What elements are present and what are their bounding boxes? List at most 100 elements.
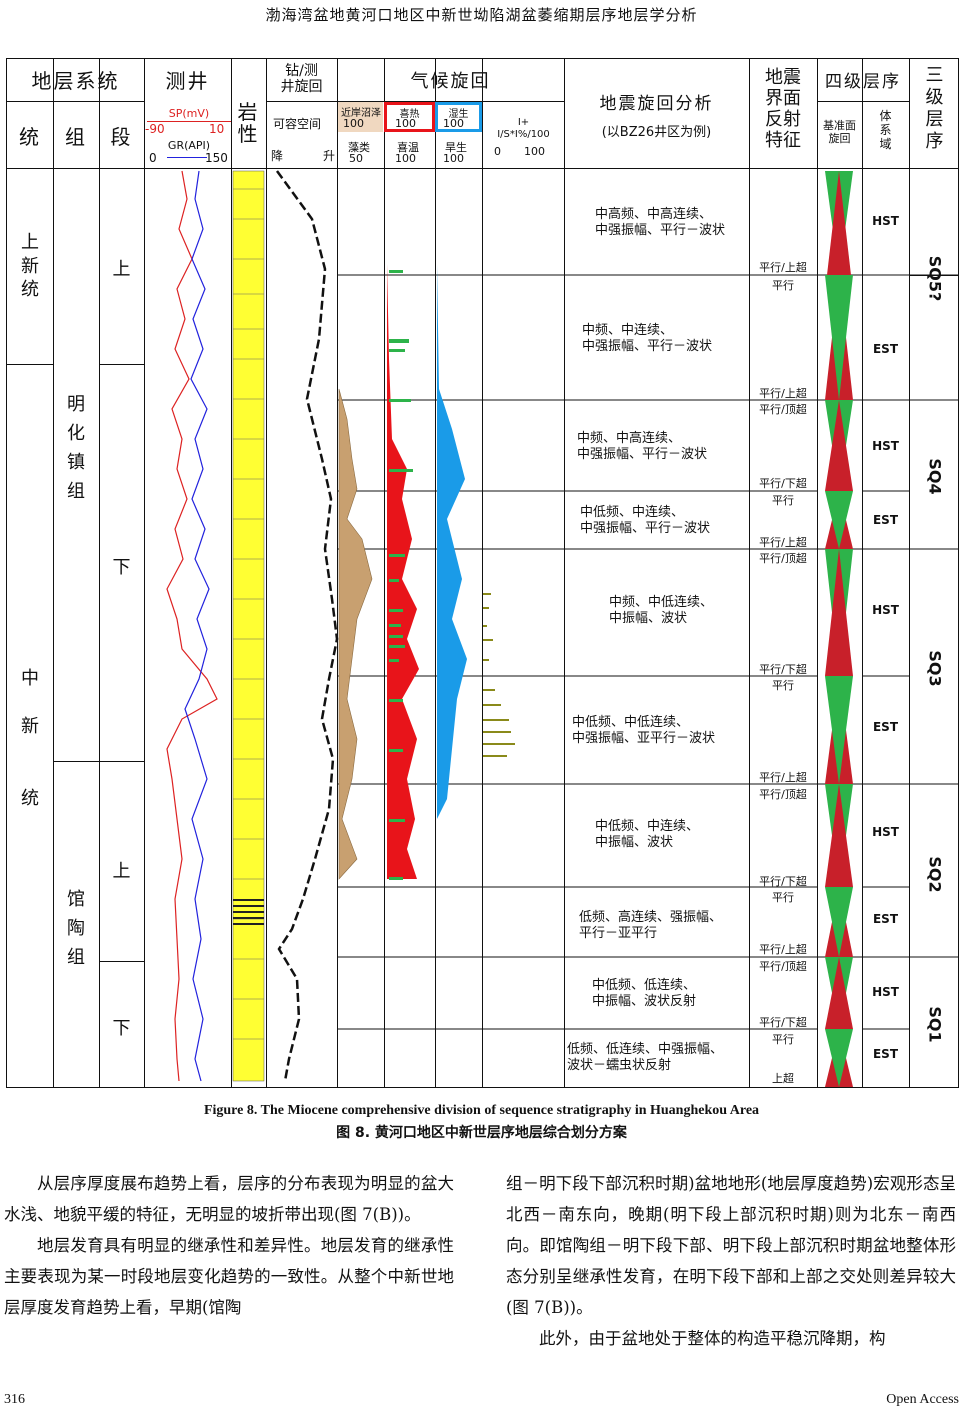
contact-bottom-6: 平行/上超 (759, 771, 807, 784)
contact-top-3: 平行/顶超 (759, 403, 807, 416)
lithology-header: 岩性 (237, 100, 260, 146)
tong-middle: 中 新 统 (21, 668, 39, 809)
seismic-row-4: 中低频、中连续、 中强振幅、平行－波状 (580, 505, 711, 536)
duan-ming-upper: 上 (112, 259, 131, 280)
seismic-example: (以BZ26井区为例) (601, 125, 712, 140)
body-left-column: 从层序厚度展布趋势上看，层序的分布表现为明显的盆大水浅、地貌平缓的特征，无明显的… (4, 1168, 454, 1323)
stratigraphy-figure: 地层系统 统 组 段 测井 SP(mV) -90 10 GR(API) 0 15… (6, 58, 959, 1088)
contact-bottom-10: 上超 (772, 1072, 794, 1085)
contact-top-9: 平行/顶超 (759, 960, 807, 973)
coastal-swamp-val: 100 (343, 117, 364, 130)
climate-cycle-header: 气候旋回 (410, 71, 491, 92)
tong-upper: 上 新 统 (21, 232, 39, 301)
contact-top-5: 平行/顶超 (759, 552, 807, 565)
contact-bottom-2: 平行/上超 (759, 387, 807, 400)
algae-label: 藻类 (348, 141, 370, 154)
seismic-row-10: 低频、低连续、中强振幅、 波状－蠕虫状反射 (567, 1042, 724, 1073)
contact-bottom-8: 平行/上超 (759, 943, 807, 956)
body-paragraph: 组－明下段下部沉积时期)盆地地形(地层厚度趋势)宏观形态呈北西－南东向，晚期(明… (506, 1174, 956, 1317)
accommodation-label: 可容空间 (273, 117, 322, 131)
sp-max: 10 (209, 122, 225, 136)
zu-guantao: 馆 陶 组 (67, 888, 85, 968)
hot-label: 喜热 (399, 109, 420, 120)
duan-guan-upper: 上 (112, 861, 131, 882)
sp-label: SP(mV) (168, 107, 210, 120)
body-paragraph: 地层发育具有明显的继承性和差异性。地层发育的继承性主要表现为某一时段地层变化趋势… (4, 1236, 454, 1317)
contact-bottom-5: 平行/下超 (759, 663, 807, 676)
gr-label: GR(API) (167, 139, 211, 152)
tract-2: EST (872, 342, 899, 356)
dry-val: 100 (443, 152, 464, 165)
hot-val: 100 (395, 117, 416, 130)
tract-9: HST (872, 985, 899, 999)
seismic-row-5: 中频、中低连续、 中振幅、波状 (609, 595, 714, 626)
figure-caption-en: Figure 8. The Miocene comprehensive divi… (203, 1103, 760, 1118)
wet-box (435, 102, 482, 132)
contact-bottom-7: 平行/下超 (759, 875, 807, 888)
seismic-row-8: 低频、高连续、强振幅、 平行－亚平行 (579, 910, 723, 941)
duan-header: 段 (110, 125, 133, 149)
gr-max: 150 (205, 151, 228, 165)
dry-label: 旱生 (445, 141, 467, 154)
sq1-label: SQ1 (925, 1006, 945, 1043)
body-right-column: 组－明下段下部沉积时期)盆地地形(地层厚度趋势)宏观形态呈北西－南东向，晚期(明… (506, 1168, 956, 1354)
sq2-label: SQ2 (925, 856, 945, 893)
contact-bottom-3: 平行/下超 (759, 477, 807, 490)
algae-val: 50 (349, 152, 363, 165)
zu-minghuazhen: 明 化 镇 组 (67, 394, 85, 503)
contact-top-10: 平行 (772, 1033, 794, 1046)
strat-system-header: 地层系统 (31, 69, 120, 93)
tong-header: 统 (19, 125, 41, 149)
contact-top-8: 平行 (772, 891, 794, 904)
seismic-row-2: 中频、中连续、 中强振幅、平行－波状 (582, 323, 713, 354)
body-paragraph: 从层序厚度展布趋势上看，层序的分布表现为明显的盆大水浅、地貌平缓的特征，无明显的… (4, 1174, 454, 1224)
publisher-label: Open Access (886, 1392, 959, 1407)
fall-label: 降 (271, 149, 284, 163)
fourth-order-header: 四级层序 (825, 72, 901, 92)
tract-7: HST (872, 825, 899, 839)
sq5-label: SQ5? (925, 255, 945, 302)
sq3-label: SQ3 (925, 650, 945, 687)
is-min: 0 (494, 145, 501, 158)
seismic-row-1: 中高频、中高连续、 中强振幅、平行－波状 (595, 207, 726, 238)
zu-header: 组 (65, 125, 87, 149)
seismic-interface-header: 地震 界面 反射 特征 (765, 67, 801, 151)
seismic-row-9: 中低频、低连续、 中振幅、波状反射 (592, 978, 697, 1009)
duan-guan-lower: 下 (112, 1018, 131, 1039)
tract-5: HST (872, 603, 899, 617)
tract-10: EST (872, 1047, 899, 1061)
tract-8: EST (872, 912, 899, 926)
tract-1: HST (872, 214, 899, 228)
tract-4: EST (872, 513, 899, 527)
coastal-swamp-label: 近岸沼泽 (341, 108, 381, 119)
gr-legend-line (167, 157, 207, 158)
seismic-cycle-header: 地震旋回分析 (599, 94, 714, 114)
tract-6: EST (872, 720, 899, 734)
warm-val: 100 (395, 152, 416, 165)
systems-tract-header: 体 系 域 (879, 109, 892, 151)
running-title: 渤海湾盆地黄河口地区中新世坳陷湖盆萎缩期层序地层学分析 (265, 6, 698, 24)
body-paragraph: 此外，由于盆地处于整体的构造平稳沉降期，构 (539, 1329, 886, 1348)
warm-label: 喜温 (397, 141, 419, 154)
contact-bottom-9: 平行/下超 (759, 1016, 807, 1029)
well-log-header: 测井 (165, 69, 210, 93)
duan-ming-lower: 下 (112, 557, 131, 578)
sp-min: -90 (145, 122, 165, 136)
rise-label: 升 (323, 149, 336, 163)
contact-bottom-1: 平行/上超 (759, 261, 807, 274)
contact-top-7: 平行/顶超 (759, 788, 807, 801)
contact-top-2: 平行 (772, 279, 794, 292)
figure-caption-zh: 图 8. 黄河口地区中新世层序地层综合划分方案 (336, 1125, 627, 1141)
is-label: I+ I/S*I%/100 (497, 117, 550, 140)
sp-legend-line (147, 121, 231, 122)
seismic-row-6: 中低频、中低连续、 中强振幅、亚平行－波状 (572, 715, 716, 746)
third-order-header: 三 级 层 序 (925, 65, 944, 152)
sq4-label: SQ4 (925, 458, 945, 495)
seismic-row-3: 中频、中高连续、 中强振幅、平行－波状 (577, 431, 708, 462)
gr-min: 0 (149, 151, 157, 165)
contact-top-6: 平行 (772, 679, 794, 692)
contact-top-4: 平行 (772, 494, 794, 507)
wet-label: 湿生 (448, 109, 469, 120)
wet-val: 100 (443, 117, 464, 130)
page-number: 316 (4, 1392, 25, 1407)
